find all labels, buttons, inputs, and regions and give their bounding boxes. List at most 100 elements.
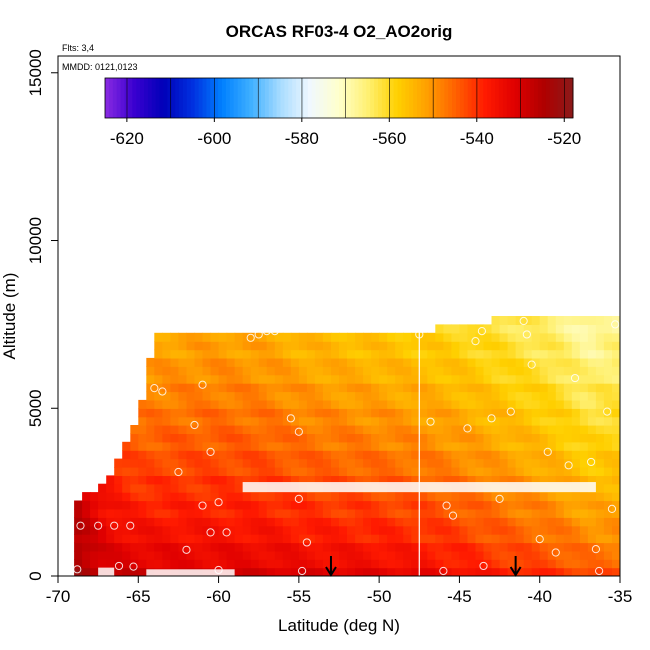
heatmap-cell: [274, 399, 284, 409]
heatmap-cell: [282, 475, 292, 485]
heatmap-cell: [306, 467, 316, 476]
colorbar-segment: [323, 78, 328, 118]
sample-point: [603, 407, 612, 416]
heatmap-cell: [266, 450, 276, 460]
heatmap-cell: [98, 550, 107, 560]
sample-point: [595, 566, 604, 576]
heatmap-cell: [218, 357, 228, 367]
heatmap-cell: [339, 467, 348, 476]
heatmap-cell: [379, 475, 388, 485]
heatmap-cell: [194, 383, 204, 393]
heatmap-cell: [467, 366, 477, 376]
heatmap-cell: [499, 425, 509, 434]
heatmap-cell: [186, 483, 196, 493]
heatmap-cell: [331, 399, 340, 409]
heatmap-cell: [138, 534, 147, 544]
heatmap-cell: [162, 408, 171, 418]
heatmap-cell: [170, 433, 179, 443]
sample-point: [487, 414, 496, 423]
heatmap-cell: [587, 467, 597, 476]
heatmap-cell: [579, 324, 589, 334]
heatmap-cell: [459, 525, 468, 535]
heatmap-cell: [435, 366, 444, 376]
heatmap-cell: [523, 349, 533, 359]
heatmap-cell: [483, 408, 493, 418]
heatmap-cell: [419, 391, 428, 401]
heatmap-cell: [459, 567, 468, 576]
heatmap-cell: [314, 492, 324, 502]
heatmap-cell: [579, 316, 589, 325]
heatmap-cell: [306, 374, 316, 384]
heatmap-cell: [563, 492, 573, 502]
heatmap-cell: [563, 559, 573, 569]
heatmap-cell: [146, 408, 155, 418]
heatmap-cell: [250, 366, 260, 376]
heatmap-cell: [523, 458, 533, 468]
heatmap-cell: [218, 425, 228, 434]
heatmap-cell: [459, 324, 468, 334]
heatmap-cell: [387, 542, 396, 552]
heatmap-cell: [531, 525, 541, 535]
heatmap-cell: [242, 467, 252, 476]
sample-point: [463, 424, 472, 433]
heatmap-cell: [427, 525, 436, 535]
heatmap-cell: [603, 366, 613, 376]
heatmap-cell: [595, 500, 605, 510]
heatmap-cell: [491, 534, 501, 544]
heatmap-cell: [612, 467, 620, 476]
heatmap-cell: [419, 517, 428, 527]
heatmap-cell: [314, 467, 324, 476]
heatmap-cell: [459, 450, 468, 460]
colorbar-segment: [331, 78, 336, 118]
heatmap-cell: [547, 316, 557, 325]
heatmap-cell: [242, 567, 252, 576]
heatmap-cell: [154, 525, 163, 535]
heatmap-cell: [202, 408, 212, 418]
heatmap-cell: [298, 500, 308, 510]
heatmap-cell: [612, 391, 620, 401]
heatmap-cell: [612, 366, 620, 376]
heatmap-cell: [475, 525, 485, 535]
heatmap-cell: [306, 492, 316, 502]
heatmap-cell: [435, 542, 444, 552]
heatmap-cell: [539, 475, 549, 485]
heatmap-cell: [162, 483, 171, 493]
heatmap-cell: [459, 550, 468, 560]
heatmap-cell: [322, 425, 332, 434]
heatmap-cell: [322, 525, 332, 535]
heatmap-cell: [515, 567, 525, 576]
heatmap-cell: [523, 508, 533, 518]
heatmap-cell: [282, 525, 292, 535]
colorbar-segment: [342, 78, 348, 118]
heatmap-cell: [475, 332, 485, 342]
heatmap-cell: [587, 458, 597, 468]
heatmap-cell: [226, 458, 236, 468]
heatmap-cell: [146, 475, 155, 485]
heatmap-cell: [395, 341, 404, 351]
heatmap-cell: [531, 500, 541, 510]
heatmap-cell: [571, 534, 581, 544]
heatmap-cell: [162, 399, 171, 409]
heatmap-cell: [587, 567, 597, 576]
heatmap-cell: [603, 458, 613, 468]
heatmap-cell: [154, 349, 163, 359]
heatmap-cell: [467, 408, 477, 418]
heatmap-cell: [411, 508, 420, 518]
heatmap-cell: [612, 324, 620, 334]
heatmap-cell: [322, 534, 332, 544]
heatmap-cell: [435, 399, 444, 409]
sample-point: [495, 494, 504, 503]
heatmap-cell: [515, 332, 525, 342]
heatmap-cell: [547, 408, 557, 418]
heatmap-cell: [451, 475, 460, 485]
heatmap-cell: [234, 341, 244, 351]
heatmap-cell: [579, 391, 589, 401]
heatmap-cell: [523, 567, 533, 576]
heatmap-cell: [539, 525, 549, 535]
heatmap-cell: [306, 383, 316, 393]
heatmap-cell: [258, 441, 268, 451]
heatmap-cell: [595, 341, 605, 351]
heatmap-cell: [555, 433, 565, 443]
heatmap-cell: [595, 366, 605, 376]
heatmap-cell: [523, 525, 533, 535]
